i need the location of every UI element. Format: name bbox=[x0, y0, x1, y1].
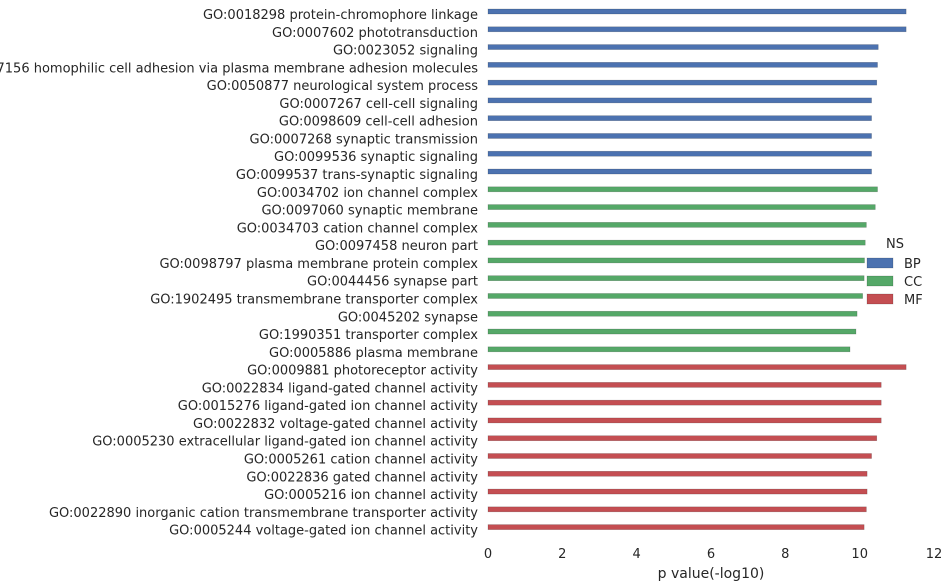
legend-swatch-mf bbox=[866, 293, 894, 305]
x-tick-label: 12 bbox=[926, 547, 943, 562]
category-label: GO:0044456 synapse part bbox=[307, 275, 478, 290]
category-label: GO:0018298 protein-chromophore linkage bbox=[203, 8, 478, 23]
bar-cc bbox=[487, 310, 858, 317]
bar-bp bbox=[487, 62, 878, 68]
category-label: GO:0022834 ligand-gated channel activity bbox=[202, 381, 479, 396]
category-label: GO:0005230 extracellular ligand-gated io… bbox=[92, 435, 478, 450]
bar-cc bbox=[487, 346, 851, 353]
bar-bp bbox=[487, 26, 907, 33]
category-label: GO:0022836 gated channel activity bbox=[246, 470, 478, 485]
category-label: GO:0015276 ligand-gated ion channel acti… bbox=[178, 399, 479, 414]
category-label: GO:0007268 synaptic transmission bbox=[250, 132, 478, 147]
bar-bp bbox=[487, 168, 872, 175]
bar-bp bbox=[487, 8, 907, 15]
x-tick-labels-group: 0 2 4 6 8 10 12 bbox=[484, 547, 942, 562]
bar-cc bbox=[487, 328, 857, 335]
category-label: GO:0099536 synaptic signaling bbox=[274, 150, 478, 165]
category-label: GO:0005244 voltage-gated ion channel act… bbox=[169, 524, 478, 539]
bar-mf bbox=[487, 399, 882, 406]
category-label: GO:0007602 phototransduction bbox=[272, 26, 478, 41]
bar-bp bbox=[487, 115, 872, 121]
bar-bp bbox=[487, 133, 872, 139]
category-label: GO:0099537 trans-synaptic signaling bbox=[236, 168, 478, 183]
category-label: GO:0023052 signaling bbox=[333, 44, 478, 59]
bar-mf bbox=[487, 382, 882, 388]
bar-mf bbox=[487, 453, 872, 459]
category-label: GO:0034702 ion channel complex bbox=[257, 186, 478, 201]
bar-mf bbox=[487, 435, 878, 442]
bar-cc bbox=[487, 222, 867, 228]
legend-swatch-cc bbox=[866, 275, 894, 287]
bar-mf bbox=[487, 488, 868, 495]
category-label: GO:0005886 plasma membrane bbox=[269, 346, 478, 361]
category-label: GO:0005216 ion channel activity bbox=[264, 488, 478, 503]
x-tick-label: 2 bbox=[558, 547, 566, 562]
category-label: GO:0009881 photoreceptor activity bbox=[247, 364, 478, 379]
category-label: GO:0098797 plasma membrane protein compl… bbox=[159, 257, 478, 272]
bar-cc bbox=[487, 239, 866, 246]
category-label: GO:0034703 cation channel complex bbox=[237, 221, 479, 236]
category-label: GO:0005261 cation channel activity bbox=[244, 453, 478, 468]
category-label: GO:0045202 synapse bbox=[338, 310, 478, 325]
category-label: GO:0097458 neuron part bbox=[315, 239, 478, 254]
category-labels-group: GO:0018298 protein-chromophore linkage GO… bbox=[0, 8, 478, 539]
category-label: GO:0007267 cell-cell signaling bbox=[279, 97, 478, 112]
legend-title: NS bbox=[886, 237, 904, 252]
legend-swatch-bp bbox=[866, 257, 894, 269]
x-tick-label: 4 bbox=[633, 547, 641, 562]
x-axis-label: p value(-log10) bbox=[658, 566, 765, 582]
category-label: GO:0050877 neurological system process bbox=[207, 79, 479, 94]
legend-label-bp: BP bbox=[904, 257, 921, 272]
bar-mf bbox=[487, 524, 865, 530]
category-label: GO:1990351 transporter complex bbox=[259, 328, 478, 343]
bar-cc bbox=[487, 204, 876, 210]
bar-bp bbox=[487, 97, 872, 104]
category-label: GO:0022832 voltage-gated channel activit… bbox=[193, 417, 478, 432]
legend-items: BP CC MF bbox=[866, 257, 923, 308]
bar-mf bbox=[487, 364, 907, 370]
category-label: GO:0007156 homophilic cell adhesion via … bbox=[0, 61, 478, 76]
bars-group bbox=[487, 8, 907, 530]
category-label: GO:1902495 transmembrane transporter com… bbox=[150, 292, 478, 307]
legend-label-cc: CC bbox=[904, 275, 922, 290]
bar-mf bbox=[487, 470, 868, 477]
bar-bp bbox=[487, 44, 879, 50]
category-label: GO:0097060 synaptic membrane bbox=[261, 204, 478, 219]
x-tick-label: 8 bbox=[781, 547, 789, 562]
x-tick-label: 10 bbox=[851, 547, 868, 562]
bar-cc bbox=[487, 293, 863, 299]
bar-mf bbox=[487, 417, 882, 424]
bar-bp bbox=[487, 79, 878, 86]
bar-cc bbox=[487, 257, 865, 264]
category-label: GO:0022890 inorganic cation transmembran… bbox=[49, 506, 478, 521]
x-tick-label: 6 bbox=[707, 547, 715, 562]
bar-bp bbox=[487, 150, 872, 157]
legend: NS BP CC MF bbox=[866, 237, 923, 308]
x-tick-label: 0 bbox=[484, 547, 492, 562]
bar-mf bbox=[487, 506, 867, 513]
bar-cc bbox=[487, 186, 878, 193]
bar-cc bbox=[487, 275, 865, 282]
category-label: GO:0098609 cell-cell adhesion bbox=[279, 115, 478, 130]
legend-label-mf: MF bbox=[904, 293, 923, 308]
